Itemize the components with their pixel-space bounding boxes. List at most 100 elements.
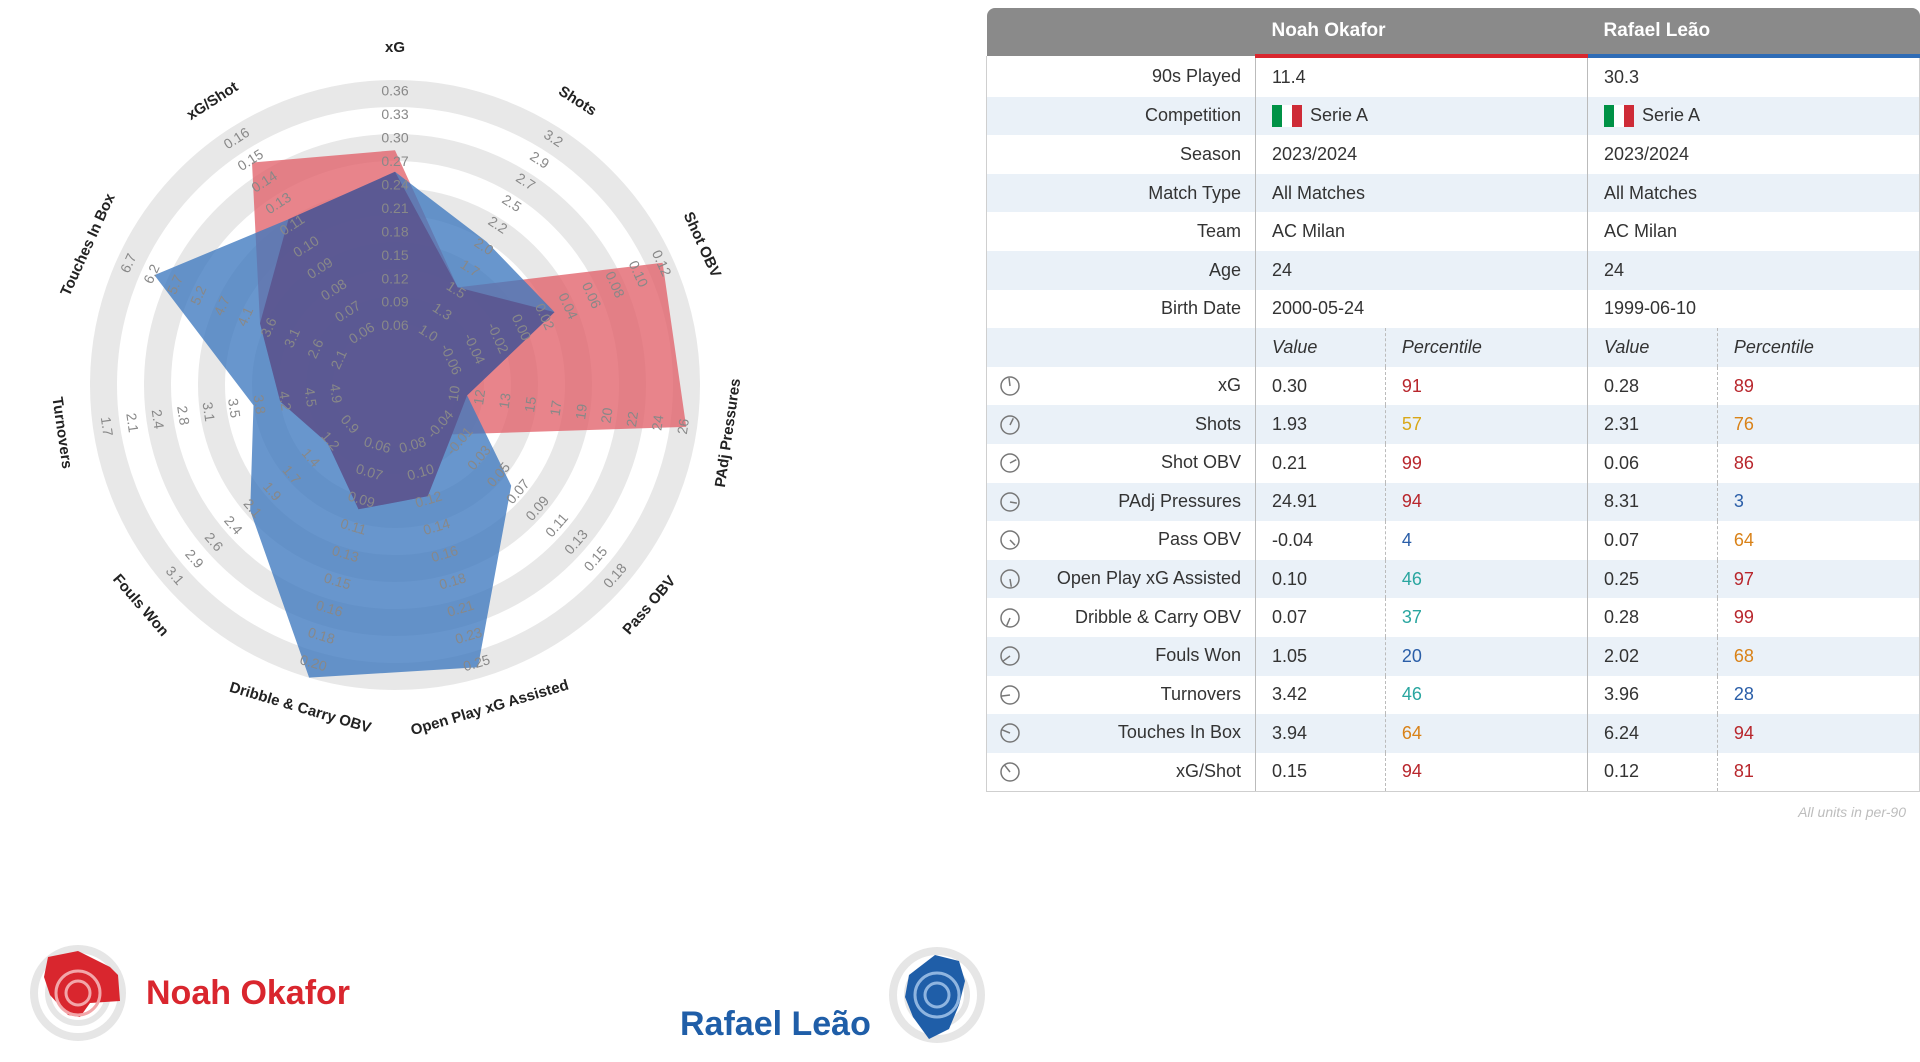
overlap-radar-shape [260,171,555,510]
metric-label-cell: Dribble & Carry OBV [986,598,1256,637]
player-b-value: 2.02 [1586,636,1718,676]
player-b-percentile: 64 [1716,521,1920,560]
player-a-value: 1.05 [1255,636,1386,676]
player-a-percentile: 57 [1384,405,1588,444]
player-b-percentile: 86 [1716,443,1920,483]
radar-axis-label: Shots [555,83,599,120]
radar-tick-label: 20 [597,406,615,424]
player-b-value: 0.28 [1586,598,1718,637]
comparison-table-wrap: Noah Okafor Rafael Leão 90s Played 11.4 30… [986,8,1920,793]
radar-axis-label: xG/Shot [184,78,242,123]
radar-tick-label: 0.16 [314,597,345,620]
radar-tick-label: 0.11 [339,515,369,538]
radar-tick-label: 2.1 [123,412,142,434]
header-blank [986,8,1256,56]
radar-tick-label: 3.1 [200,401,219,423]
radar-tick-label: 4.2 [276,390,295,412]
player-b-value: 8.31 [1586,482,1718,522]
player-a-info: 24 [1255,250,1588,290]
radar-tick-label: 6.7 [117,251,140,276]
metric-label: Fouls Won [1155,645,1241,666]
radar-tick-label: 3.6 [257,315,280,340]
radar-tick-label: 0.20 [298,651,329,674]
radar-grid-band [90,80,700,690]
player-a-value: 3.42 [1255,675,1386,715]
metric-dial-icon [1000,414,1020,435]
player-b-value: 6.24 [1586,714,1718,753]
metric-label-cell: Touches In Box [986,714,1256,753]
player-a-value: 0.15 [1255,752,1386,793]
metric-dial-icon [1000,607,1020,628]
player-a-info: All Matches [1255,173,1588,213]
metric-row: Shot OBV 0.21 99 0.06 86 [986,443,1920,483]
player-b-value: 3.96 [1586,675,1718,715]
metric-label-cell: Shot OBV [986,443,1256,483]
italy-flag-icon [1272,105,1302,128]
player-b-name: Rafael Leão [680,1005,871,1043]
metric-label-cell: Fouls Won [986,636,1256,676]
player-a-value: 0.30 [1255,366,1386,406]
units-footnote: All units in per-90 [1798,804,1906,820]
radar-tick-label: 3.1 [281,325,304,350]
metric-row: xG 0.30 91 0.28 89 [986,366,1920,406]
italy-flag-icon [1603,105,1634,128]
player-b-percentile: 94 [1716,714,1920,753]
metric-row: Turnovers 3.42 46 3.96 28 [986,675,1920,715]
player-a-percentile: 37 [1384,598,1588,637]
player-b-info: Serie A [1586,96,1920,136]
radar-tick-label: 0.09 [346,488,377,511]
player-a-info: 2000-05-24 [1255,289,1588,329]
player-b-value: 0.07 [1586,521,1718,560]
radar-axis-label: PAdj Pressures [712,377,744,488]
player-b-info-text: 2023/2024 [1603,143,1690,164]
row-label: Match Type [986,173,1256,213]
player-a-info-text: 24 [1272,259,1293,280]
info-row: Age 24 24 [986,250,1920,290]
player-a-value: 0.07 [1255,598,1386,637]
player-a-percentile: 91 [1384,366,1588,406]
radar-chart: 0.06 0.09 0.12 0.15 0.18 0.21 0.24 0.27 0.30 0.33… [48,39,744,739]
subheader-row: Value Percentile Value Percentile [986,328,1920,367]
metric-row: Touches In Box 3.94 64 6.24 94 [986,714,1920,753]
radar-tick-label: 17 [547,399,565,417]
player-a-info: 11.4 [1255,56,1588,97]
player-a-value: 1.93 [1255,405,1386,444]
metric-label: Pass OBV [1157,529,1241,550]
metric-label: Open Play xG Assisted [1056,568,1241,589]
metric-label: Touches In Box [1117,722,1241,743]
radar-tick-label: 3.8 [250,394,269,416]
radar-tick-label: 0.24 [381,176,408,192]
player-a-percentile: 94 [1384,482,1588,522]
radar-tick-label: 0.15 [322,569,353,592]
radar-axis-label: Pass OBV [619,573,679,638]
info-row: 90s Played 11.4 30.3 [986,56,1920,97]
radar-tick-label: 0.18 [306,624,337,647]
metric-label-cell: Shots [986,405,1256,444]
player-a-value: 0.21 [1255,443,1386,483]
row-label: Age [986,250,1256,290]
radar-tick-label: 0.10 [405,460,436,483]
radar-tick-label: 0.27 [381,153,408,169]
metric-label-cell: Pass OBV [986,521,1256,560]
metric-label: Dribble & Carry OBV [1074,606,1241,627]
radar-axis-label: Turnovers [48,396,75,470]
metric-dial-icon [1000,376,1020,396]
radar-tick-label: 1.7 [98,416,117,438]
radar-tick-label: 26 [674,417,692,435]
player-a-percentile: 46 [1384,559,1588,599]
player-a-info: Serie A [1255,96,1588,136]
player-b-info-text: 1999-06-10 [1603,298,1697,319]
player-a-info: 2023/2024 [1255,135,1588,174]
player-b-info: 24 [1586,250,1920,290]
metric-dial-icon [1000,492,1020,512]
row-label: Team [986,212,1256,251]
radar-tick-label: 4.9 [327,383,346,405]
player-b-info-text: 24 [1603,259,1625,280]
metric-label-cell: xG/Shot [986,752,1256,793]
radar-axis-label: xG [385,39,405,56]
metric-dial-icon [1000,762,1020,782]
metric-label-cell: Open Play xG Assisted [986,559,1256,599]
radar-tick-label: 15 [521,395,539,413]
radar-tick-label: 0.30 [381,129,408,145]
player-a-percentile: 94 [1384,752,1588,793]
